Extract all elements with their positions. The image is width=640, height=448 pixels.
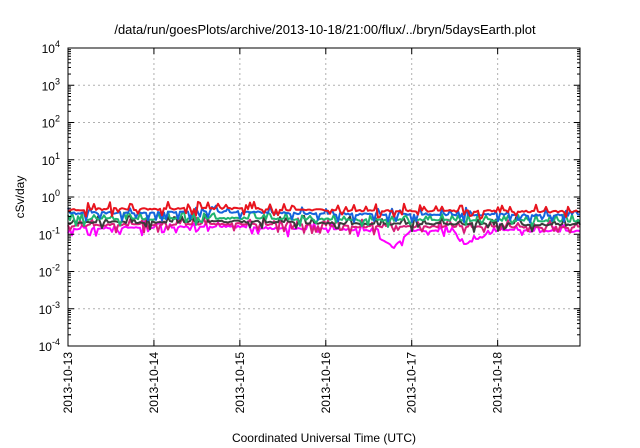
- y-tick-label: 10-4: [39, 337, 60, 354]
- x-tick-label: 2013-10-15: [233, 352, 247, 414]
- x-tick-label: 2013-10-18: [491, 352, 505, 414]
- series-line: [67, 200, 580, 220]
- y-axis-label: cSv/day: [13, 176, 27, 219]
- y-tick-label: 104: [42, 39, 60, 56]
- y-tick-label: 10-1: [39, 225, 60, 242]
- x-tick-label: 2013-10-17: [405, 352, 419, 414]
- x-ticks: 2013-10-13 2013-10-14 2013-10-15 2013-10-16…: [61, 48, 505, 413]
- y-tick-label: 100: [42, 188, 60, 205]
- y-tick-label: 102: [42, 114, 60, 131]
- x-tick-label: 2013-10-16: [319, 352, 333, 414]
- y-tick-label: 103: [42, 76, 60, 93]
- series-line: [67, 204, 581, 224]
- x-tick-label: 2013-10-14: [147, 352, 161, 414]
- y-ticks: 104 103 102 101 100 10-1 10-2 10-3 10-4: [39, 39, 580, 354]
- series-line: [67, 213, 581, 233]
- series-line: [67, 220, 581, 249]
- grid: [68, 48, 580, 346]
- y-tick-label: 10-2: [39, 263, 60, 280]
- chart-title: /data/run/goesPlots/archive/2013-10-18/2…: [114, 22, 536, 37]
- series-line: [67, 210, 581, 228]
- x-axis-label: Coordinated Universal Time (UTC): [232, 431, 416, 445]
- x-tick-label: 2013-10-13: [61, 352, 75, 414]
- y-tick-label: 10-3: [39, 300, 60, 317]
- series-group: [67, 200, 581, 249]
- y-tick-label: 101: [42, 151, 60, 168]
